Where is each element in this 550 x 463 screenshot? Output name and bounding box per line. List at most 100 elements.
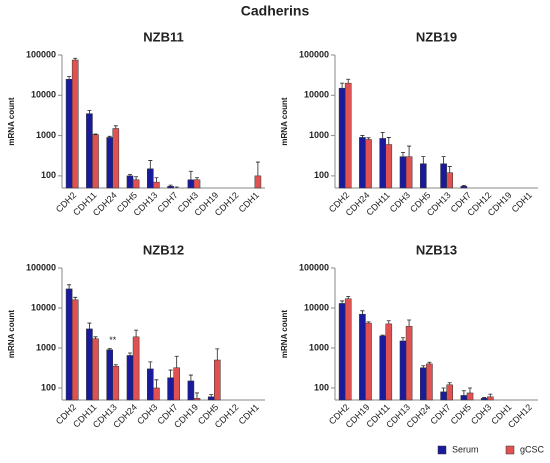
error-bar bbox=[154, 379, 159, 388]
bar bbox=[187, 179, 195, 189]
error-bar bbox=[380, 334, 385, 336]
y-axis-label: mRNA count bbox=[280, 310, 289, 358]
error-bar bbox=[467, 387, 472, 393]
error-bar bbox=[113, 364, 118, 367]
bar bbox=[487, 396, 494, 401]
panel-title: NZB11 bbox=[143, 29, 183, 44]
y-tick-label: 100 bbox=[41, 170, 56, 180]
error-bar bbox=[113, 125, 118, 129]
error-bar bbox=[488, 393, 493, 397]
y-tick-label: 100000 bbox=[26, 49, 56, 59]
x-tick-label: CDH3 bbox=[388, 190, 412, 214]
bar bbox=[379, 335, 387, 401]
error-bar bbox=[188, 374, 193, 381]
bar bbox=[65, 79, 73, 189]
panel-title: NZB13 bbox=[416, 242, 457, 257]
x-tick-label: CDH7 bbox=[155, 190, 179, 214]
error-bar bbox=[107, 348, 112, 350]
y-axis-label: mRNA count bbox=[7, 97, 16, 145]
error-bar bbox=[441, 387, 446, 392]
error-bar bbox=[87, 110, 92, 114]
figure-title: Cadherins bbox=[241, 3, 310, 19]
bar bbox=[153, 387, 160, 401]
error-bar bbox=[386, 137, 391, 145]
bar bbox=[460, 395, 468, 401]
y-tick-label: 10000 bbox=[31, 90, 56, 100]
bar bbox=[193, 179, 201, 189]
bar bbox=[359, 137, 366, 189]
bar bbox=[338, 303, 346, 401]
bar bbox=[446, 172, 453, 189]
error-bar bbox=[401, 152, 406, 157]
error-bar bbox=[482, 397, 487, 399]
y-tick-label: 1000 bbox=[36, 342, 56, 352]
y-axis-label: mRNA count bbox=[280, 97, 289, 145]
bar bbox=[460, 186, 468, 189]
bar bbox=[153, 181, 160, 189]
bar bbox=[405, 325, 413, 401]
error-bar bbox=[67, 284, 72, 289]
legend-swatch bbox=[505, 445, 515, 455]
error-bar bbox=[188, 170, 193, 180]
error-bar bbox=[73, 296, 78, 300]
x-tick-label: CDH3 bbox=[469, 402, 493, 426]
error-bar bbox=[134, 176, 139, 180]
error-bar bbox=[73, 57, 78, 61]
bar bbox=[466, 392, 474, 401]
error-bar bbox=[407, 145, 412, 157]
error-bar bbox=[407, 319, 412, 327]
bar bbox=[420, 367, 427, 401]
error-bar bbox=[447, 382, 452, 385]
error-bar bbox=[366, 321, 371, 324]
bar bbox=[132, 179, 140, 189]
bar bbox=[426, 363, 433, 401]
y-tick-label: 10000 bbox=[31, 302, 56, 312]
error-bar bbox=[128, 352, 133, 356]
bar bbox=[405, 156, 413, 189]
y-tick-label: 1000 bbox=[309, 130, 329, 140]
legend-swatch bbox=[437, 445, 447, 455]
error-bar bbox=[380, 131, 385, 139]
bar bbox=[173, 367, 180, 401]
error-bar bbox=[87, 322, 92, 329]
bar bbox=[112, 128, 120, 189]
error-bar bbox=[148, 361, 153, 369]
bar bbox=[214, 359, 221, 401]
error-bar bbox=[360, 135, 365, 138]
bar bbox=[126, 355, 134, 401]
y-tick-label: 1000 bbox=[309, 342, 329, 352]
bar bbox=[344, 82, 352, 189]
bar bbox=[106, 349, 114, 401]
bar bbox=[86, 113, 93, 189]
bar bbox=[71, 299, 79, 401]
bar bbox=[126, 175, 134, 189]
bar bbox=[440, 391, 447, 401]
error-bar bbox=[461, 185, 466, 187]
error-bar bbox=[174, 355, 179, 368]
x-tick-label: CDH1 bbox=[237, 190, 261, 214]
bar bbox=[106, 137, 114, 189]
y-tick-label: 1000 bbox=[36, 130, 56, 140]
panel-title: NZB12 bbox=[143, 242, 184, 257]
error-bar bbox=[366, 137, 371, 140]
error-bar bbox=[427, 361, 432, 364]
y-axis-label: mRNA count bbox=[7, 310, 16, 358]
error-bar bbox=[447, 166, 452, 173]
error-bar bbox=[107, 135, 112, 138]
error-bar bbox=[255, 161, 260, 176]
error-bar bbox=[168, 184, 173, 187]
error-bar bbox=[154, 177, 159, 183]
bar bbox=[86, 328, 93, 401]
bar bbox=[385, 144, 393, 189]
error-bar bbox=[168, 369, 173, 378]
error-bar bbox=[209, 394, 214, 397]
y-tick-label: 100 bbox=[41, 382, 56, 392]
bar bbox=[338, 87, 346, 189]
error-bar bbox=[346, 78, 351, 84]
error-bar bbox=[148, 160, 153, 169]
bar bbox=[207, 396, 215, 401]
error-bar bbox=[194, 392, 199, 399]
bar bbox=[112, 365, 120, 401]
bar bbox=[193, 398, 201, 401]
